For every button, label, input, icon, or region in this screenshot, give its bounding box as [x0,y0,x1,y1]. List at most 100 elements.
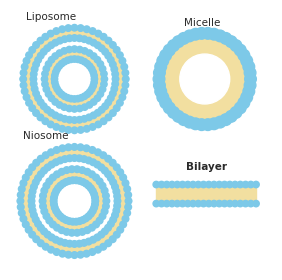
Circle shape [66,105,72,112]
Bar [156,186,256,202]
Circle shape [87,63,93,69]
Circle shape [54,171,60,178]
Circle shape [184,30,195,42]
Circle shape [31,86,38,92]
Circle shape [92,194,98,201]
Circle shape [77,251,84,258]
Circle shape [86,50,92,56]
Circle shape [238,50,250,61]
Circle shape [190,181,196,188]
Circle shape [20,180,27,186]
Circle shape [110,110,116,116]
Circle shape [121,64,127,70]
Circle shape [48,57,55,63]
Circle shape [190,200,196,207]
Circle shape [55,185,61,192]
Circle shape [216,200,222,207]
Circle shape [185,200,191,207]
Circle shape [61,156,68,162]
Circle shape [46,178,53,185]
Circle shape [94,95,101,101]
Circle shape [109,90,116,97]
Circle shape [84,169,91,175]
Circle shape [76,46,83,53]
Circle shape [48,109,54,116]
Circle shape [122,180,129,186]
Circle shape [80,179,86,185]
Circle shape [21,88,28,95]
Circle shape [179,200,186,207]
Circle shape [97,61,103,67]
Circle shape [20,82,27,88]
Circle shape [59,26,65,32]
Circle shape [71,252,78,258]
Circle shape [60,180,67,187]
Circle shape [52,53,58,59]
Circle shape [52,191,58,198]
Circle shape [248,181,254,188]
Circle shape [98,164,105,171]
Circle shape [105,240,111,247]
Circle shape [190,28,201,40]
Circle shape [74,166,80,172]
Circle shape [41,167,47,174]
Circle shape [87,89,93,95]
Circle shape [28,193,35,200]
Circle shape [103,198,110,204]
Circle shape [37,114,44,121]
Circle shape [42,118,49,125]
Circle shape [33,236,39,242]
Circle shape [122,82,129,88]
Circle shape [74,229,80,236]
Circle shape [101,208,108,215]
Circle shape [85,157,92,164]
Circle shape [105,52,111,59]
Circle shape [52,39,59,46]
Circle shape [81,240,87,246]
Circle shape [38,240,44,247]
Circle shape [105,155,111,162]
Circle shape [43,213,50,220]
Circle shape [94,57,101,63]
Circle shape [35,221,41,227]
Circle shape [56,89,62,95]
Circle shape [116,52,123,59]
Circle shape [97,91,103,97]
Circle shape [66,155,73,162]
Circle shape [245,73,256,85]
Circle shape [94,234,101,241]
Circle shape [43,86,50,92]
Circle shape [69,166,75,172]
Circle shape [50,221,56,228]
Circle shape [98,45,105,52]
Circle shape [89,66,95,72]
Circle shape [76,35,83,41]
Circle shape [56,102,63,108]
Circle shape [48,234,55,241]
Circle shape [164,200,170,207]
Circle shape [119,94,126,101]
Circle shape [158,181,165,188]
Circle shape [112,183,118,190]
Circle shape [87,185,94,192]
Circle shape [91,191,98,198]
Circle shape [111,86,118,92]
Circle shape [89,207,96,214]
Circle shape [60,215,67,222]
Circle shape [117,227,124,233]
Circle shape [53,124,60,130]
Circle shape [154,80,165,91]
Circle shape [29,207,36,214]
Circle shape [75,56,81,62]
Circle shape [81,93,88,99]
Circle shape [220,32,232,44]
Circle shape [77,144,84,151]
Circle shape [112,71,118,77]
Circle shape [214,30,226,42]
Circle shape [113,105,120,111]
Circle shape [37,37,44,44]
Circle shape [155,61,167,73]
Circle shape [81,156,87,162]
Circle shape [78,95,85,101]
Circle shape [71,241,78,247]
